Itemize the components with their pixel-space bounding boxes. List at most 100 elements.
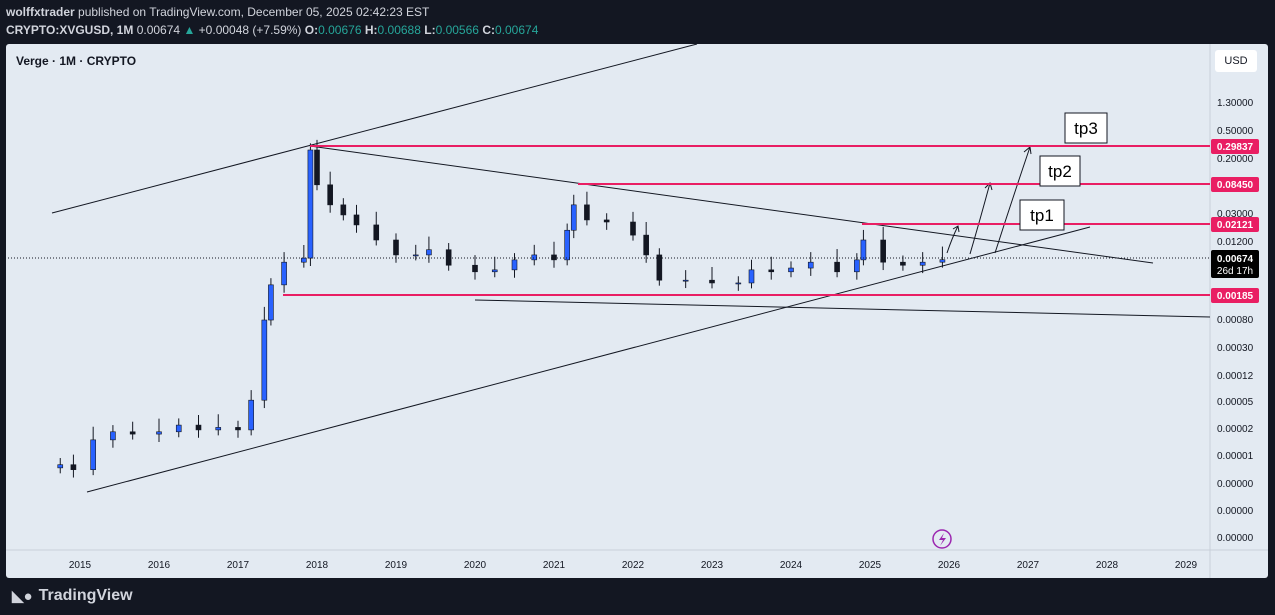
brand-name: TradingView	[38, 587, 133, 604]
price-axis[interactable]: 1.30000 0.50000 0.20000 0.03000 0.01200 0.000…	[1217, 98, 1254, 544]
candle-body	[570, 204, 577, 231]
candle-body	[551, 254, 557, 261]
candle-body	[175, 424, 182, 433]
candle-body	[90, 439, 96, 470]
candle-body	[656, 254, 663, 281]
candle-body	[807, 261, 814, 269]
candle	[472, 255, 478, 280]
tp2-box[interactable]	[1039, 155, 1081, 187]
candle	[584, 191, 590, 226]
change: +0.00048 (+7.59%)	[198, 23, 302, 37]
candle	[314, 139, 320, 191]
candle	[768, 256, 775, 280]
time-tick: 2016	[148, 560, 171, 571]
symbol-info: CRYPTO:XVGUSD, 1M 0.00674 ▲ +0.00048 (+7…	[6, 23, 538, 37]
candle	[426, 236, 432, 263]
price-tick: 0.00030	[1217, 343, 1254, 354]
time-tick: 2022	[622, 560, 645, 571]
candle-body	[900, 261, 906, 266]
candle-body	[156, 431, 162, 435]
candle	[788, 261, 794, 278]
candle	[340, 198, 347, 221]
publish-info: wolffxtrader published on TradingView.co…	[6, 5, 429, 19]
candle-body	[682, 279, 689, 282]
rising-trendline[interactable]	[86, 226, 1091, 493]
open-value: 0.00676	[318, 23, 362, 37]
tp3-box[interactable]	[1064, 112, 1108, 144]
candle	[919, 252, 926, 274]
candle-body	[603, 219, 610, 223]
tp3-label: tp3	[1074, 119, 1098, 138]
l-label: L:	[424, 23, 436, 37]
chart-pane[interactable]	[6, 44, 1268, 578]
candle-body	[860, 239, 867, 261]
price-tick: 0.00000	[1217, 479, 1254, 490]
candle-body	[301, 257, 307, 263]
currency-button[interactable]: USD	[1215, 50, 1257, 72]
time-tick: 2018	[306, 560, 329, 571]
lower-trendline[interactable]	[474, 299, 1211, 318]
price-tick: 0.01200	[1217, 237, 1254, 248]
time-axis[interactable]: 2015 2016 2017 2018 2019 2020 2021 2022 2023 2024…	[69, 560, 1198, 571]
upper-channel-line[interactable]	[51, 43, 698, 214]
candle	[551, 241, 557, 268]
time-tick: 2023	[701, 560, 724, 571]
time-tick: 2025	[859, 560, 882, 571]
candle-body	[248, 399, 254, 431]
candle-body	[373, 224, 380, 241]
lightning-icon[interactable]	[932, 529, 952, 549]
candle-body	[584, 204, 590, 221]
candle-body	[643, 234, 649, 256]
candle-body	[57, 464, 64, 469]
candle	[643, 221, 649, 263]
candle-body	[110, 431, 116, 441]
candle	[735, 276, 742, 291]
up-triangle-icon: ▲	[183, 23, 196, 37]
tp1-arrow[interactable]	[946, 225, 960, 254]
candle	[301, 244, 307, 268]
candle	[268, 278, 274, 326]
candle-body	[472, 264, 478, 273]
price-tick: 0.00000	[1217, 506, 1254, 517]
level-price-labels: 0.29837 0.08450 0.02121 0.00185 0.00674 …	[1211, 139, 1259, 303]
candle	[531, 244, 538, 266]
publisher: wolffxtrader	[6, 5, 75, 19]
candles	[57, 139, 946, 478]
price-tick: 0.20000	[1217, 154, 1254, 165]
tp1-box[interactable]	[1019, 199, 1065, 231]
candle-body	[939, 259, 946, 263]
candle-body	[307, 149, 314, 259]
h-label: H:	[364, 23, 378, 37]
candle-body	[834, 261, 840, 273]
price-tick: 0.00000	[1217, 533, 1254, 544]
candle-body	[491, 269, 498, 273]
tp2-arrow[interactable]	[969, 182, 993, 255]
candle-body	[748, 269, 755, 284]
candle	[327, 171, 333, 213]
time-tick: 2019	[385, 560, 408, 571]
tradingview-logo-icon: ◣●	[12, 588, 33, 605]
descending-trendline[interactable]	[309, 145, 1154, 264]
price-tick: 0.50000	[1217, 126, 1254, 137]
candle-body	[630, 221, 636, 236]
time-tick: 2029	[1175, 560, 1198, 571]
candle-body	[314, 149, 320, 186]
candle	[281, 252, 287, 293]
candle-body	[129, 431, 136, 435]
price-tick: 0.00080	[1217, 315, 1254, 326]
candle-body	[340, 204, 347, 216]
published-text: published on TradingView.com, December 0…	[78, 5, 430, 19]
footer-logo[interactable]: ◣● TradingView	[12, 587, 133, 605]
chart-title: Verge · 1M · CRYPTO	[16, 54, 137, 68]
candle	[570, 194, 577, 239]
candle-body	[195, 424, 202, 431]
candle-body	[412, 254, 419, 257]
candle	[215, 414, 222, 436]
candle-body	[215, 427, 222, 431]
candle	[70, 454, 77, 478]
high-value: 0.00688	[377, 23, 421, 37]
candle-body	[880, 239, 886, 263]
drawings	[51, 43, 1211, 493]
close-value: 0.00674	[494, 23, 539, 37]
candle	[682, 270, 689, 289]
